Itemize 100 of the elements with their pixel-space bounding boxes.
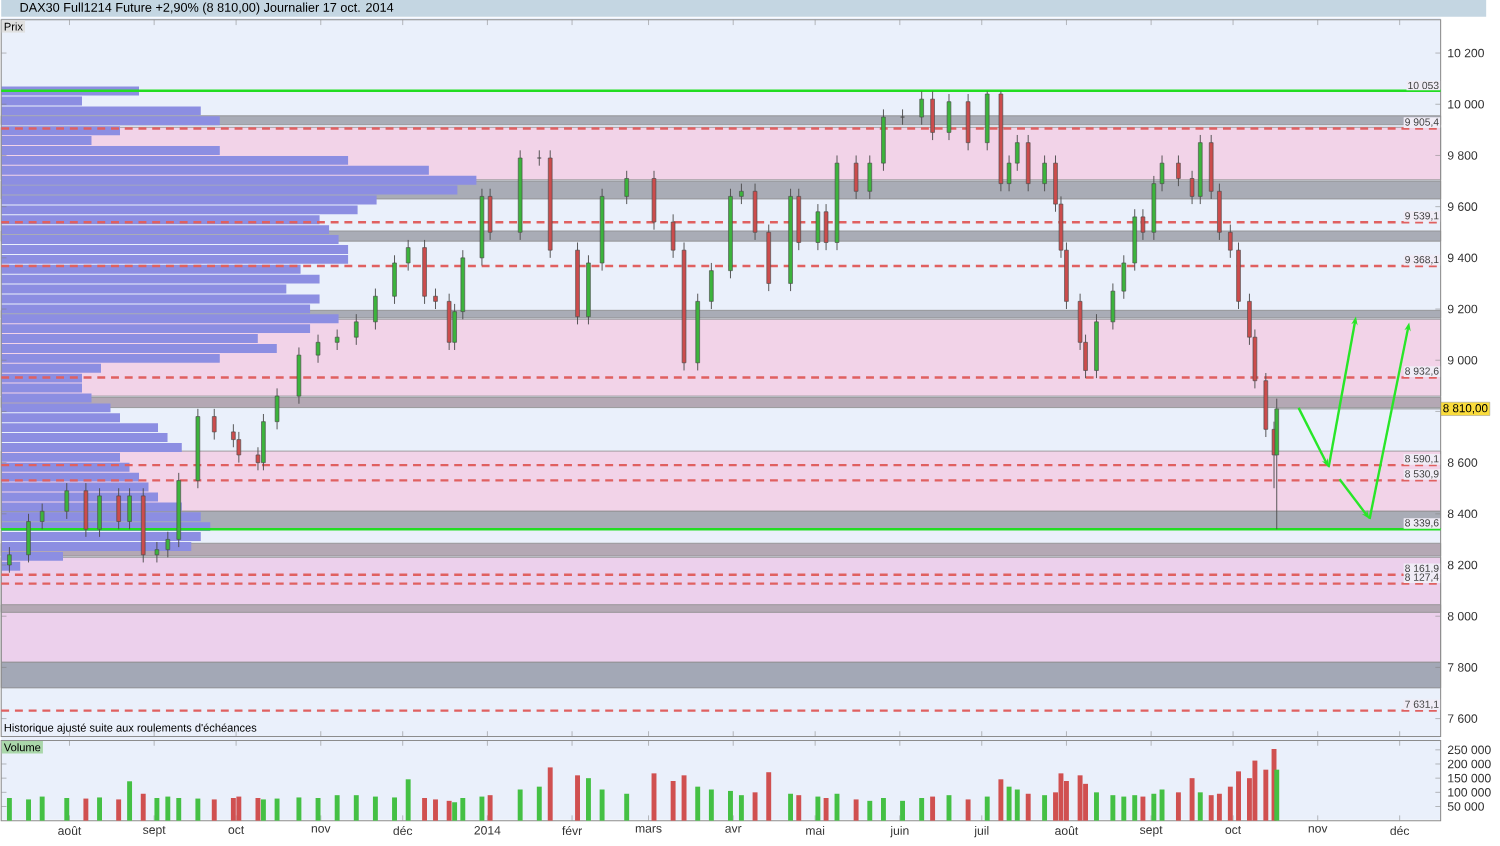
candlestick — [64, 482, 69, 520]
bar — [64, 797, 70, 821]
candlestick — [946, 93, 952, 141]
bar — [140, 793, 146, 821]
bar — [452, 802, 458, 821]
candlestick — [39, 503, 45, 530]
candlestick — [709, 262, 714, 310]
bar — [1077, 775, 1083, 821]
bar — [1151, 793, 1157, 821]
candlestick — [7, 546, 12, 574]
bar — [1263, 769, 1269, 821]
candlestick — [752, 183, 758, 241]
candlestick — [1110, 282, 1116, 330]
bar — [116, 799, 122, 821]
bar — [1197, 792, 1203, 821]
bar — [1042, 795, 1048, 821]
candlestick — [930, 90, 935, 141]
bar — [460, 797, 466, 821]
candlestick — [881, 108, 886, 172]
candlestick — [154, 541, 160, 563]
candlestick — [405, 239, 411, 272]
bar — [479, 796, 485, 821]
bar — [1006, 786, 1012, 821]
bar — [274, 798, 280, 821]
candlestick — [624, 170, 629, 205]
bar — [1063, 780, 1069, 821]
bar — [1025, 793, 1031, 821]
candlestick — [487, 188, 493, 241]
bar — [517, 789, 523, 821]
bar — [965, 799, 971, 821]
candlestick — [1176, 154, 1181, 187]
bar — [1014, 789, 1020, 821]
bar — [1140, 796, 1146, 821]
candlestick — [26, 513, 31, 563]
candlestick — [236, 431, 242, 464]
candlestick — [537, 149, 542, 167]
bar — [585, 778, 591, 821]
bar — [536, 786, 542, 821]
bar — [599, 789, 605, 821]
candlestick — [127, 487, 132, 530]
bar — [392, 797, 397, 821]
bar — [127, 781, 133, 821]
bar — [624, 793, 630, 821]
candlestick — [853, 154, 859, 200]
bar — [6, 797, 12, 821]
bar — [236, 796, 242, 821]
bar — [315, 797, 321, 821]
bar — [1189, 778, 1195, 821]
bar — [334, 795, 340, 821]
bar — [372, 796, 378, 821]
bar — [930, 796, 936, 821]
bar — [867, 800, 873, 821]
candlestick — [433, 288, 438, 310]
bar — [422, 797, 428, 821]
candlestick — [315, 334, 321, 364]
candlestick — [867, 154, 873, 200]
candlestick — [670, 213, 676, 259]
bar — [880, 797, 886, 821]
bar — [728, 790, 733, 821]
bar — [211, 799, 217, 821]
candlestick — [165, 531, 171, 558]
bar — [670, 780, 676, 821]
bar — [230, 797, 236, 821]
bar — [815, 796, 821, 821]
bar — [83, 798, 89, 821]
bar — [1216, 793, 1222, 821]
bar — [788, 793, 794, 821]
candlestick — [83, 482, 89, 538]
bar — [165, 796, 171, 821]
candlestick — [274, 387, 280, 430]
bar — [547, 767, 553, 821]
bar — [853, 799, 859, 821]
bar — [900, 800, 906, 821]
bar — [1252, 760, 1258, 821]
candlestick — [739, 183, 744, 205]
bar — [681, 775, 687, 821]
candlestick — [446, 293, 452, 351]
bar — [1132, 795, 1138, 821]
bar — [984, 796, 990, 821]
bar — [919, 797, 925, 821]
bar — [1121, 796, 1127, 821]
candlestick — [965, 93, 971, 151]
candlestick — [1025, 134, 1031, 192]
candlestick — [900, 108, 905, 126]
bar — [1094, 792, 1099, 821]
bar — [296, 797, 302, 821]
candlestick — [212, 408, 217, 440]
bar — [998, 779, 1004, 821]
bar — [1208, 795, 1214, 821]
bar — [97, 797, 102, 821]
candlestick — [354, 313, 359, 346]
bar — [766, 772, 772, 821]
candlestick — [334, 328, 340, 351]
candlestick — [651, 170, 657, 231]
candlestick — [815, 203, 821, 251]
bar — [353, 795, 359, 821]
bar — [1274, 769, 1280, 821]
bar — [752, 792, 758, 821]
bar — [1083, 783, 1089, 821]
bar — [255, 797, 261, 821]
